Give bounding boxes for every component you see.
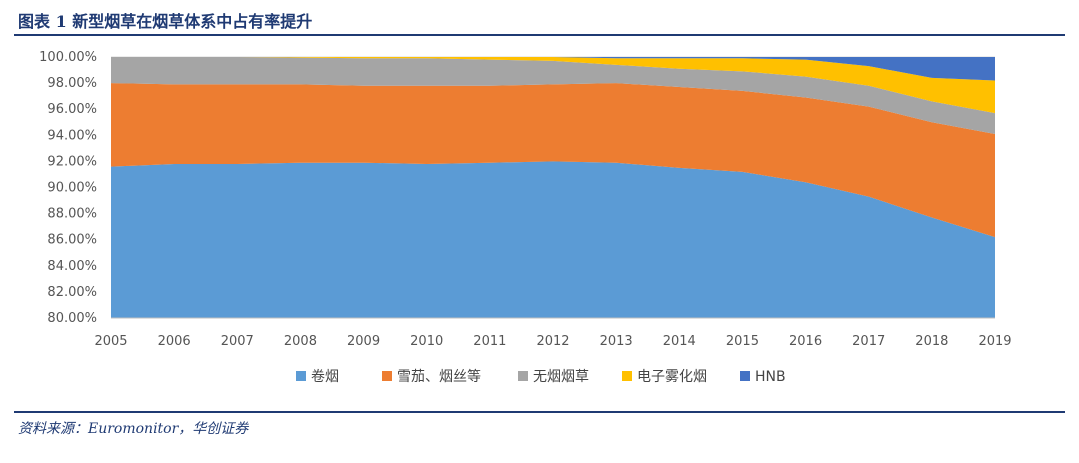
x-axis-ticks: 2005 2006 2007 2008 2009 2010 2011 2012 2013 2014… <box>94 317 1012 349</box>
legend-label: HNB <box>755 369 786 385</box>
y-tick-label: 96.00% <box>47 102 97 117</box>
x-tick-label: 2013 <box>600 334 633 349</box>
x-tick-label: 2006 <box>158 334 191 349</box>
legend-swatch <box>740 371 750 381</box>
y-tick-label: 80.00% <box>47 311 97 326</box>
x-tick-label: 2010 <box>410 334 443 349</box>
area-series-1 <box>111 161 995 318</box>
legend-label: 电子雾化烟 <box>637 369 707 385</box>
source-rule <box>14 411 1065 413</box>
stacked-area-chart: 80.00% 82.00% 84.00% 86.00% 88.00% 90.00% 92.0… <box>39 50 1012 385</box>
y-tick-label: 94.00% <box>47 128 97 143</box>
x-tick-label: 2008 <box>284 334 317 349</box>
x-tick-label: 2012 <box>536 334 569 349</box>
y-tick-label: 92.00% <box>47 154 97 169</box>
x-tick-label: 2014 <box>663 334 696 349</box>
area-series-4 <box>111 57 995 114</box>
y-tick-label: 98.00% <box>47 76 97 91</box>
legend-swatch <box>382 371 392 381</box>
area-series-3 <box>111 57 995 134</box>
x-tick-label: 2016 <box>789 334 822 349</box>
y-tick-label: 100.00% <box>39 50 97 65</box>
y-tick-label: 82.00% <box>47 285 97 300</box>
legend-swatch <box>622 371 632 381</box>
y-tick-label: 90.00% <box>47 181 97 196</box>
source-note: 资料来源：Euromonitor，华创证券 <box>18 421 249 437</box>
title-rule <box>14 34 1065 36</box>
x-tick-label: 2007 <box>221 334 254 349</box>
legend-swatch <box>296 371 306 381</box>
legend-label: 无烟烟草 <box>533 369 589 385</box>
legend-label: 雪茄、烟丝等 <box>397 368 481 385</box>
x-tick-label: 2005 <box>94 334 127 349</box>
x-tick-label: 2011 <box>473 334 506 349</box>
legend-swatch <box>518 371 528 381</box>
y-tick-label: 86.00% <box>47 233 97 248</box>
area-series-2 <box>111 83 995 238</box>
legend-label: 卷烟 <box>311 369 339 385</box>
legend: 卷烟 雪茄、烟丝等 无烟烟草 电子雾化烟 HNB <box>296 368 786 385</box>
y-tick-label: 88.00% <box>47 207 97 222</box>
y-axis-ticks: 80.00% 82.00% 84.00% 86.00% 88.00% 90.00% 92.0… <box>39 50 97 326</box>
area-series-5 <box>111 57 995 81</box>
area-series <box>111 57 995 318</box>
x-tick-label: 2018 <box>915 334 948 349</box>
figure-title: 图表 1 新型烟草在烟草体系中占有率提升 <box>18 12 313 31</box>
x-tick-label: 2015 <box>726 334 759 349</box>
x-tick-label: 2019 <box>978 334 1011 349</box>
x-tick-label: 2009 <box>347 334 380 349</box>
y-tick-label: 84.00% <box>47 259 97 274</box>
x-tick-label: 2017 <box>852 334 885 349</box>
